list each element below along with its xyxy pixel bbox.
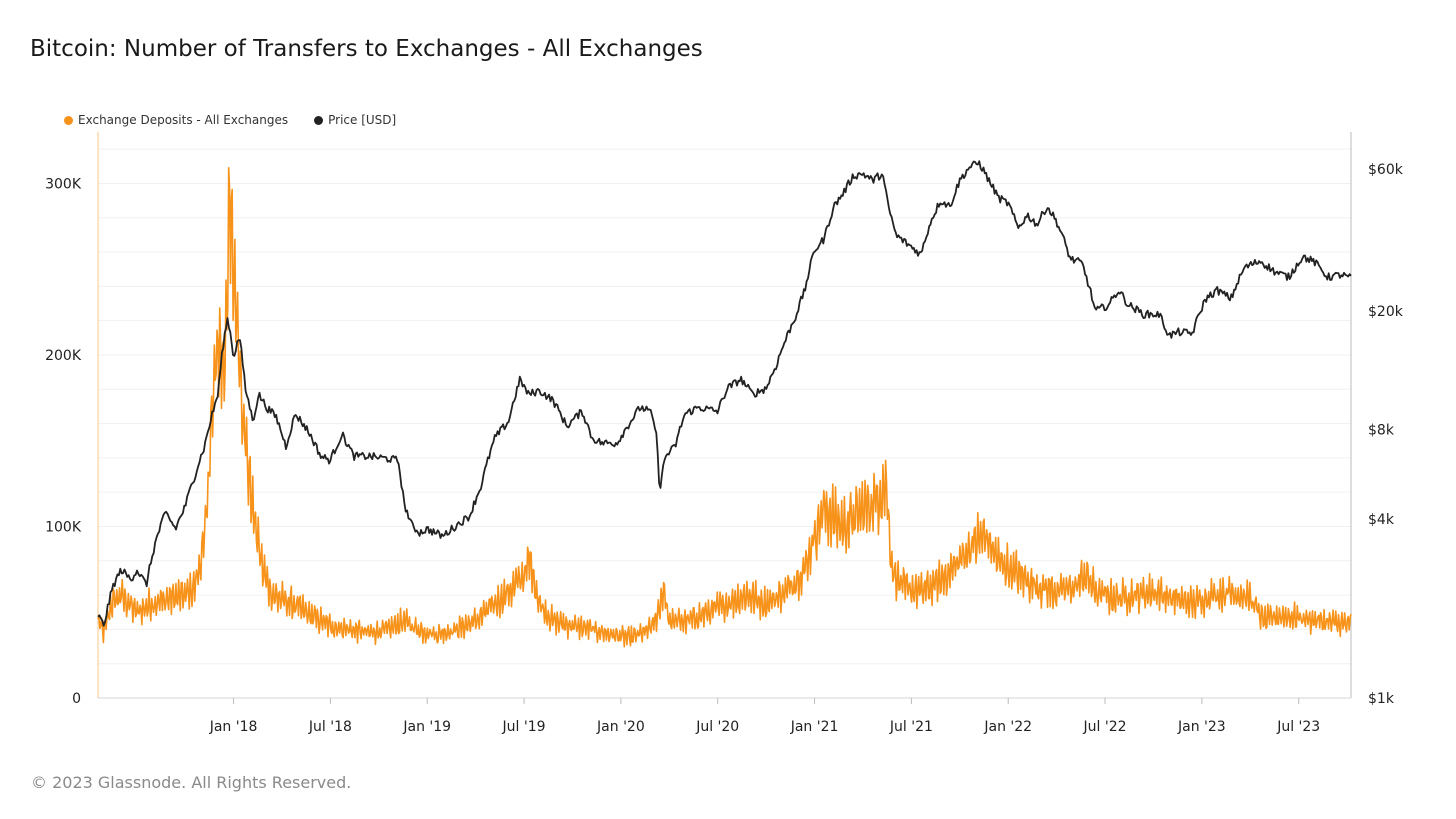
x-axis-tick-label: Jul '18 (308, 719, 352, 735)
copyright-footer: © 2023 Glassnode. All Rights Reserved. (31, 773, 352, 792)
legend-item-exchange-deposits[interactable]: Exchange Deposits - All Exchanges (64, 113, 288, 127)
x-axis-tick-label: Jul '20 (695, 719, 739, 735)
right-axis-tick-label: $60k (1368, 162, 1404, 178)
series-line-price (97, 160, 1352, 627)
x-axis-tick-label: Jan '21 (790, 719, 839, 735)
left-axis-tick-label: 100K (45, 519, 82, 535)
legend-dot-black-icon (314, 115, 324, 125)
right-axis-tick-label: $8k (1368, 422, 1395, 438)
x-axis-tick-label: Jul '22 (1083, 719, 1127, 735)
x-axis-tick-label: Jul '19 (502, 719, 546, 735)
right-axis-tick-label: $20k (1368, 304, 1404, 320)
left-axis-tick-label: 0 (72, 691, 81, 707)
x-axis-tick-label: Jul '21 (889, 719, 933, 735)
left-axis-tick-label: 200K (45, 348, 82, 364)
left-axis-tick-label: 300K (45, 176, 82, 192)
x-axis-tick-label: Jan '20 (596, 719, 645, 735)
series-line-exchange-deposits (97, 167, 1352, 648)
x-axis-tick-label: Jul '23 (1276, 719, 1320, 735)
x-axis-tick-label: Jan '23 (1177, 719, 1226, 735)
legend-label-price: Price [USD] (328, 113, 397, 127)
x-axis-tick-label: Jan '19 (402, 719, 451, 735)
chart-title: Bitcoin: Number of Transfers to Exchange… (30, 36, 703, 62)
x-axis-tick-label: Jan '18 (209, 719, 258, 735)
legend-label-exchange-deposits: Exchange Deposits - All Exchanges (78, 113, 289, 127)
right-axis-tick-label: $1k (1368, 691, 1395, 707)
legend-item-price[interactable]: Price [USD] (314, 113, 396, 127)
chart-legend: Exchange Deposits - All Exchanges Price … (64, 113, 396, 127)
legend-dot-orange-icon (64, 115, 73, 125)
x-axis-tick-label: Jan '22 (983, 719, 1032, 735)
right-axis-tick-label: $4k (1368, 512, 1395, 528)
